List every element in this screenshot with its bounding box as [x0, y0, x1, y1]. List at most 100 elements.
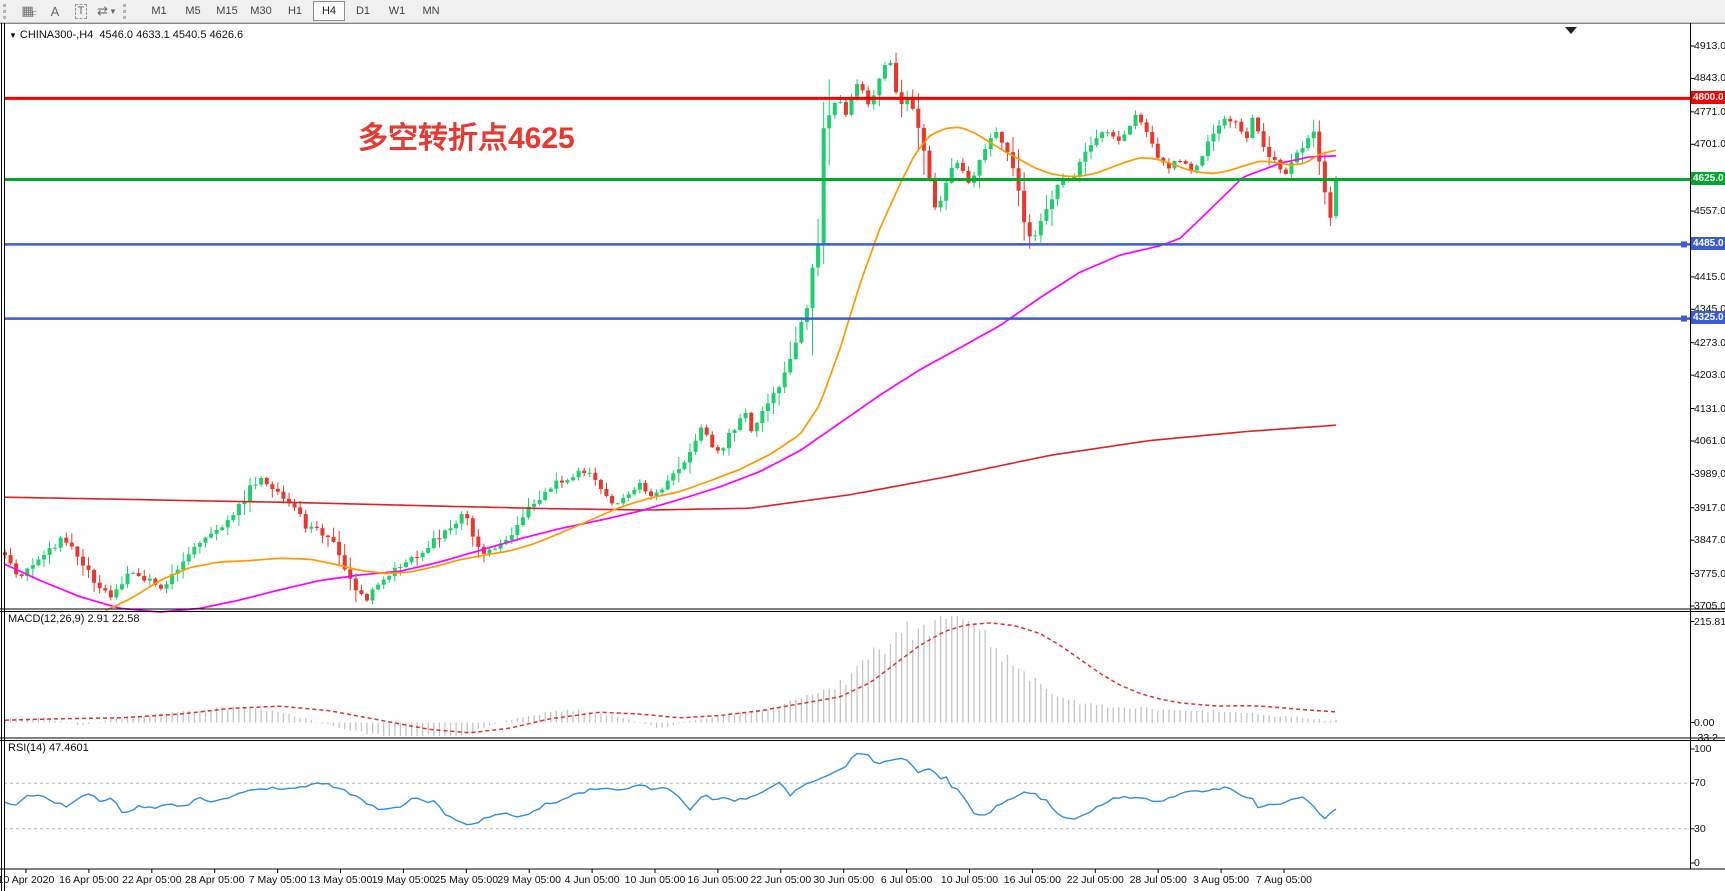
candle-up: [548, 488, 553, 492]
price-axis-label: 4273.0: [1694, 336, 1725, 349]
candle-up: [1334, 178, 1338, 217]
candle-up: [41, 555, 46, 560]
candle-down: [710, 434, 715, 448]
candle-down: [270, 484, 275, 489]
tf-button-h1[interactable]: H1: [287, 5, 303, 17]
candle-up: [754, 422, 759, 432]
time-axis-label: 29 May 05:00: [497, 874, 562, 886]
candle-down: [275, 488, 280, 492]
candle-up: [1311, 131, 1316, 139]
candle-up: [537, 499, 542, 504]
candle-up: [626, 494, 631, 498]
candle-down: [1228, 118, 1233, 122]
candle-up: [164, 584, 169, 589]
candle-down: [1005, 142, 1010, 153]
tf-button-m1[interactable]: M1: [151, 5, 167, 17]
tf-button-m15[interactable]: M15: [216, 5, 238, 17]
cycle-arrows-icon[interactable]: ⇄ ▼: [95, 1, 119, 22]
candle-up: [615, 503, 620, 505]
candle-down: [598, 479, 603, 490]
candle-down: [342, 555, 347, 570]
tf-button-m30[interactable]: M30: [250, 5, 272, 17]
candle-down: [860, 84, 865, 91]
candle-down: [1278, 159, 1283, 170]
price-level-badge-4325.0[interactable]: 4325.0: [1691, 311, 1725, 325]
symbol-label: CHINA300-,H4: [19, 29, 94, 41]
templates-grid-sub: F: [31, 9, 37, 19]
candle-up: [1049, 199, 1054, 210]
candle-down: [999, 132, 1004, 143]
candle-up: [493, 548, 498, 550]
candle-up: [454, 523, 459, 529]
price-axis-label: 3775.0: [1694, 567, 1725, 580]
price-level-badge-4800.0[interactable]: 4800.0: [1691, 90, 1725, 104]
candle-down: [894, 62, 899, 93]
timeframe-toolbar: M1 M5 M15 M30 H1 H4 D1 W1 MN: [142, 1, 448, 21]
chart-shift-marker-icon[interactable]: [1565, 27, 1577, 34]
candle-up: [242, 501, 247, 504]
candle-up: [949, 168, 954, 183]
price-axis-label: 3847.0: [1694, 534, 1725, 547]
chart-canvas[interactable]: [0, 23, 1725, 891]
candle-up: [259, 477, 264, 485]
text-label-icon[interactable]: T: [69, 1, 93, 22]
candle-down: [1010, 152, 1015, 169]
tf-button-d1[interactable]: D1: [355, 5, 371, 17]
font-a-icon[interactable]: A: [43, 1, 67, 22]
candle-down: [1161, 157, 1166, 163]
candle-up: [637, 482, 642, 490]
time-axis-label: 28 Jul 05:00: [1129, 874, 1187, 886]
time-axis-label: 10 Apr 2020: [0, 874, 55, 886]
tf-button-h4[interactable]: H4: [313, 1, 345, 21]
candle-up: [699, 427, 704, 441]
candle-up: [197, 542, 202, 547]
price-level-badge-4485.0[interactable]: 4485.0: [1691, 236, 1725, 250]
candle-up: [676, 469, 681, 474]
candle-down: [1189, 163, 1194, 171]
dropdown-caret-icon[interactable]: ▼: [108, 6, 117, 16]
candle-up: [983, 149, 988, 161]
templates-grid-icon[interactable]: ▦ F: [17, 1, 41, 22]
hline-handle[interactable]: [1681, 315, 1687, 322]
candle-up: [1088, 145, 1093, 152]
cycle-arrows-glyph: ⇄: [97, 3, 108, 18]
candle-up: [732, 430, 737, 434]
candle-down: [8, 555, 13, 564]
chart-annotation-text[interactable]: 多空转折点4625: [358, 122, 575, 155]
tf-button-w1[interactable]: W1: [388, 5, 406, 17]
timeframe-group-handle[interactable]: [123, 3, 132, 19]
hline-handle[interactable]: [1681, 241, 1687, 248]
price-axis-label: 3917.0: [1694, 501, 1725, 514]
candle-up: [459, 514, 464, 524]
tf-button-m5[interactable]: M5: [185, 5, 201, 17]
candle-up: [209, 533, 214, 538]
candle-up: [248, 485, 253, 502]
candle-down: [643, 482, 648, 492]
toolbar-drag-handle[interactable]: [3, 3, 12, 19]
candle-up: [381, 579, 386, 585]
candle-up: [816, 244, 821, 268]
candle-down: [1267, 146, 1272, 158]
candle-up: [420, 552, 425, 558]
chart-title: ▼ CHINA300-,H4 4546.0 4633.1 4540.5 4626.…: [9, 29, 243, 41]
candle-down: [1116, 136, 1121, 141]
candle-down: [437, 538, 442, 540]
candle-up: [571, 477, 576, 481]
candle-up: [687, 451, 692, 463]
tf-button-mn[interactable]: MN: [422, 5, 440, 17]
candle-up: [804, 308, 809, 323]
candle-up: [36, 559, 41, 566]
candle-down: [1239, 121, 1244, 132]
candle-up: [203, 537, 208, 543]
candle-up: [1038, 220, 1043, 236]
candle-up: [515, 525, 520, 536]
candle-down: [320, 528, 325, 536]
symbol-collapse-icon[interactable]: ▼: [9, 31, 17, 40]
candle-up: [1055, 184, 1060, 200]
candle-up: [938, 200, 943, 208]
candle-up: [186, 554, 191, 562]
time-axis-label: 7 May 05:00: [248, 874, 307, 886]
candle-down: [69, 542, 74, 547]
candle-down: [933, 179, 938, 208]
price-level-badge-4625.0[interactable]: 4625.0: [1691, 172, 1725, 185]
